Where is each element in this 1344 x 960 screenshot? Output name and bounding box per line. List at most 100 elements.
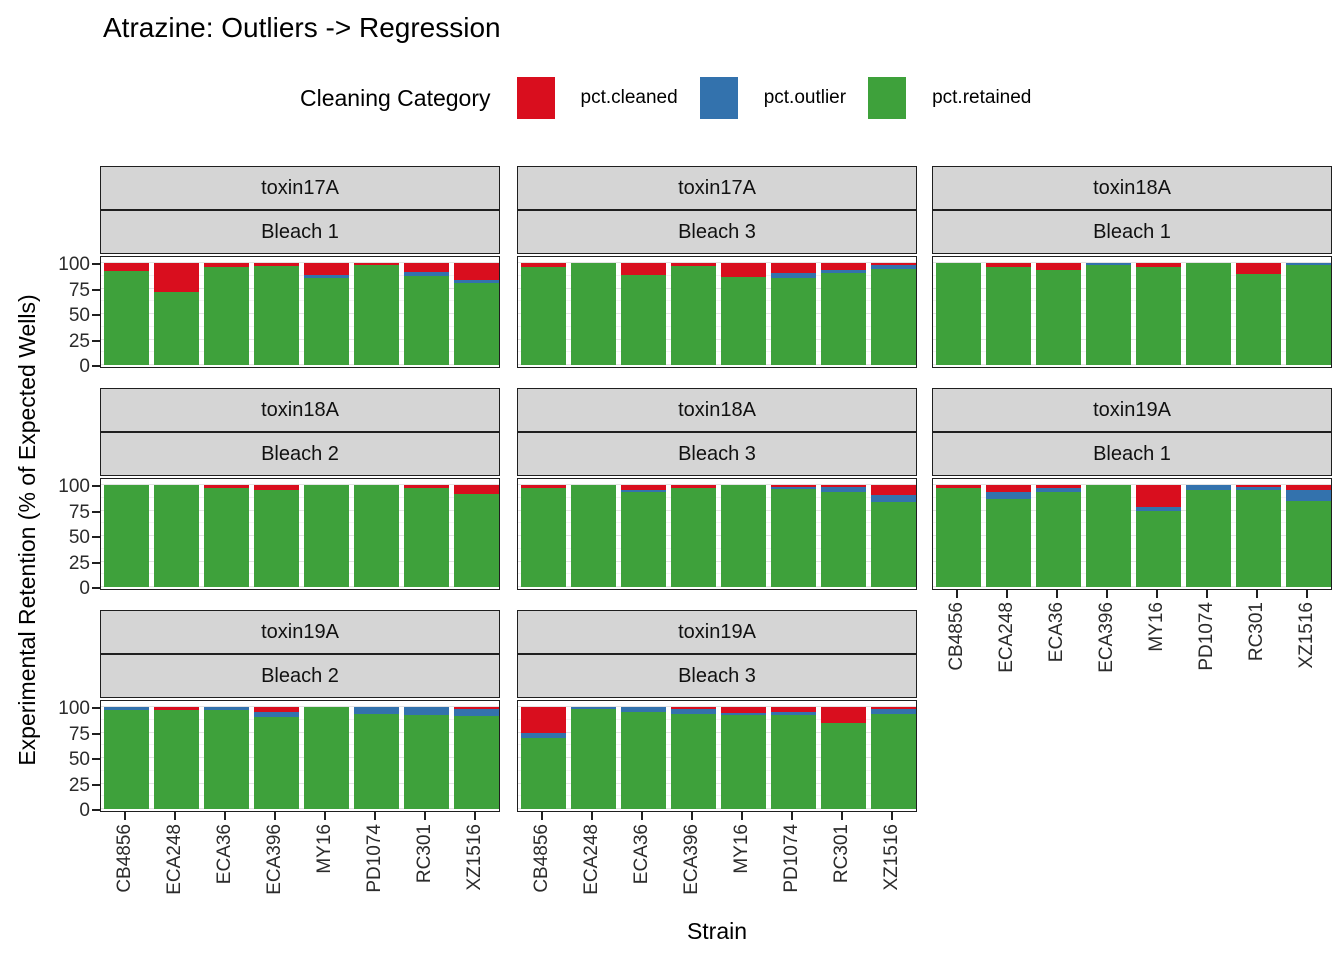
- bar-segment-pct.cleaned: [870, 485, 916, 496]
- facet-strip-toxin: toxin18A: [517, 388, 917, 432]
- x-tick-mark: [956, 590, 958, 598]
- major-gridline: [101, 706, 499, 707]
- bar-segment-pct.cleaned: [870, 707, 916, 710]
- bar-segment-pct.cleaned: [985, 263, 1031, 268]
- bar-segment-pct.cleaned: [303, 263, 349, 276]
- facet-strip-bleach: Bleach 3: [517, 654, 917, 698]
- x-tick-mark: [791, 812, 793, 820]
- major-gridline: [518, 560, 916, 562]
- major-gridline: [933, 287, 1331, 289]
- bar-segment-pct.outlier: [453, 709, 499, 717]
- bar-segment-pct.cleaned: [103, 263, 149, 272]
- x-tick-mark: [841, 812, 843, 820]
- bar-segment-pct.cleaned: [820, 263, 866, 271]
- bar-segment-pct.retained: [670, 266, 716, 365]
- x-tick-label: ECA248: [581, 824, 602, 895]
- x-tick-label: CB4856: [531, 824, 552, 893]
- major-gridline: [518, 731, 916, 733]
- bar-segment-pct.cleaned: [453, 263, 499, 281]
- bar-segment-pct.retained: [403, 276, 449, 365]
- x-tick-label: CB4856: [114, 824, 135, 893]
- major-gridline: [933, 586, 1331, 587]
- bar-segment-pct.cleaned: [253, 485, 299, 491]
- stacked-bar: [820, 263, 866, 365]
- bar-segment-pct.retained: [720, 485, 766, 587]
- x-tick-mark: [224, 812, 226, 820]
- bar-segment-pct.retained: [303, 707, 349, 809]
- y-tick-mark: [92, 561, 100, 564]
- y-tick-mark: [92, 707, 100, 709]
- x-tick-label: RC301: [831, 824, 852, 884]
- stacked-bar: [103, 263, 149, 365]
- stacked-bar: [720, 707, 766, 809]
- stacked-bar: [870, 263, 916, 365]
- major-gridline: [933, 535, 1331, 536]
- stacked-bar: [353, 485, 399, 587]
- stacked-bar: [770, 263, 816, 365]
- x-tick-mark: [641, 812, 643, 820]
- stacked-bar: [253, 485, 299, 587]
- bar-segment-pct.cleaned: [935, 485, 981, 489]
- bar-segment-pct.cleaned: [520, 707, 566, 733]
- bar-segment-pct.retained: [1285, 265, 1331, 365]
- bar-segment-pct.retained: [1185, 263, 1231, 365]
- bar-segment-pct.retained: [253, 717, 299, 809]
- facet-panel: [100, 256, 500, 368]
- x-tick-label: PD1074: [781, 824, 802, 893]
- bar-segment-pct.retained: [453, 283, 499, 365]
- bar-segment-pct.retained: [353, 714, 399, 809]
- bar-segment-pct.outlier: [770, 273, 816, 279]
- bar-segment-pct.retained: [1085, 265, 1131, 365]
- major-gridline: [518, 484, 916, 485]
- y-tick-mark: [92, 536, 100, 538]
- legend-item-retained: pct.retained: [868, 77, 1031, 119]
- bar-segment-pct.cleaned: [720, 263, 766, 278]
- stacked-bar: [1135, 263, 1181, 365]
- stacked-bar: [253, 707, 299, 809]
- bar-segment-pct.cleaned: [820, 707, 866, 724]
- stacked-bar: [1285, 485, 1331, 587]
- major-gridline: [101, 484, 499, 485]
- stacked-bar: [620, 485, 666, 587]
- major-gridline: [518, 757, 916, 758]
- x-tick-label: XZ1516: [881, 824, 902, 891]
- y-tick-mark: [92, 758, 100, 760]
- bar-segment-pct.retained: [720, 277, 766, 365]
- bar-segment-pct.outlier: [620, 707, 666, 713]
- bar-segment-pct.retained: [985, 267, 1031, 365]
- bar-segment-pct.cleaned: [353, 263, 399, 266]
- major-gridline: [518, 808, 916, 809]
- x-tick-mark: [541, 812, 543, 820]
- x-tick-label: MY16: [314, 824, 335, 874]
- bar-segment-pct.retained: [870, 502, 916, 587]
- minor-gridline: [518, 274, 916, 276]
- facet-panel: [932, 478, 1332, 590]
- stacked-bar: [103, 707, 149, 809]
- bar-segment-pct.retained: [820, 492, 866, 587]
- bar-segment-pct.cleaned: [520, 263, 566, 268]
- major-gridline: [518, 338, 916, 340]
- stacked-bar: [935, 263, 981, 365]
- stacked-bar: [303, 485, 349, 587]
- bar-segment-pct.retained: [403, 715, 449, 809]
- bar-segment-pct.cleaned: [870, 263, 916, 266]
- bar-segment-pct.outlier: [670, 709, 716, 715]
- bar-segment-pct.retained: [1185, 490, 1231, 587]
- bar-segment-pct.outlier: [820, 487, 866, 493]
- bar-segment-pct.retained: [1235, 490, 1281, 587]
- y-tick-label: 0: [79, 356, 90, 377]
- bar-segment-pct.cleaned: [720, 707, 766, 714]
- facet-strip-toxin: toxin18A: [100, 388, 500, 432]
- bar-segment-pct.retained: [720, 715, 766, 809]
- bar-segment-pct.cleaned: [453, 485, 499, 495]
- bar-segment-pct.retained: [1235, 274, 1281, 365]
- bar-segment-pct.retained: [820, 723, 866, 809]
- stacked-bar: [203, 485, 249, 587]
- bar-segment-pct.retained: [820, 273, 866, 365]
- major-gridline: [101, 313, 499, 314]
- stacked-bar: [353, 707, 399, 809]
- x-tick-label: CB4856: [946, 602, 967, 671]
- bar-segment-pct.outlier: [353, 707, 399, 715]
- legend-title: Cleaning Category: [300, 84, 491, 111]
- bar-segment-pct.outlier: [770, 712, 816, 716]
